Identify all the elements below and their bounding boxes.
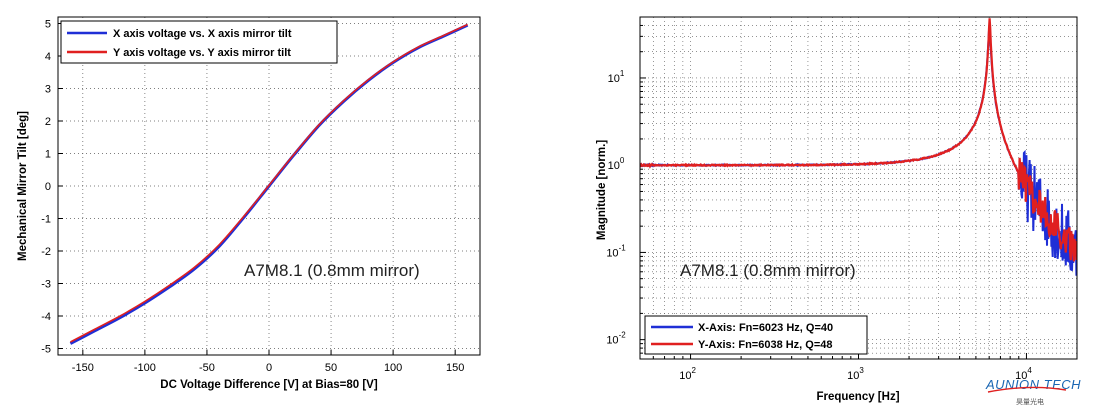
series-y-line	[640, 18, 1077, 262]
legend-entry-y: Y-Axis: Fn=6038 Hz, Q=48	[698, 339, 833, 351]
mirror-annotation: A7M8.1 (0.8mm mirror)	[244, 261, 420, 280]
grid	[639, 16, 1078, 360]
y-tick-label: -1	[41, 214, 51, 226]
data-lines	[640, 18, 1077, 276]
y-tick-label: -3	[41, 279, 51, 291]
plot-frame	[57, 16, 481, 356]
y-tick-label: -4	[41, 311, 51, 323]
legend: X axis voltage vs. X axis mirror tilt Y …	[60, 20, 338, 64]
logo-subtitle: 昊量光电	[1016, 397, 1044, 406]
y-tick-label: -5	[41, 344, 51, 356]
x-tick-base: 10	[679, 370, 691, 382]
legend-box	[60, 20, 338, 64]
y-tick-label: 10-1	[606, 243, 626, 259]
plot-area	[640, 17, 1077, 359]
aunion-tech-logo: AUNION TECH 昊量光电	[985, 377, 1081, 406]
legend-entry-y: Y axis voltage vs. Y axis mirror tilt	[113, 47, 291, 59]
legend: X-Axis: Fn=6023 Hz, Q=40 Y-Axis: Fn=6038…	[644, 315, 868, 355]
x-tick-base: 10	[847, 370, 859, 382]
x-tick-label: 0	[266, 362, 272, 374]
x-tick-exp: 2	[691, 366, 696, 375]
x-tick-label: 103	[847, 366, 864, 382]
y-tick-label: 0	[45, 181, 51, 193]
x-tick-label: 100	[384, 362, 402, 374]
y-tick-exp: 0	[620, 156, 625, 165]
y-tick-base: 10	[608, 160, 620, 172]
x-tick-labels: 102 103 104	[679, 366, 1032, 382]
x-tick-label: 104	[1015, 366, 1032, 382]
series-y-line	[70, 23, 468, 343]
x-tick-label: -100	[134, 362, 156, 374]
x-tick-exp: 3	[859, 366, 864, 375]
x-tick-label: -50	[199, 362, 215, 374]
y-tick-base: 10	[606, 335, 618, 347]
y-tick-label: 4	[45, 51, 51, 63]
tilt-vs-voltage-chart: -150 -100 -50 0 50 100 150 -5 -4 -3 -2 -1 0 1 2 3 4 5 DC…	[17, 16, 481, 391]
data-lines	[69, 23, 469, 345]
legend-box	[644, 315, 868, 355]
x-tick-label: -150	[72, 362, 94, 374]
x-tick-labels: -150 -100 -50 0 50 100 150	[72, 362, 465, 374]
y-tick-label: 10-2	[606, 331, 626, 347]
y-axis-label: Mechanical Mirror Tilt [deg]	[17, 111, 29, 261]
y-tick-exp: -1	[619, 243, 627, 252]
x-tick-base: 10	[1015, 370, 1027, 382]
y-tick-label: 2	[45, 116, 51, 128]
y-tick-exp: 1	[620, 69, 625, 78]
y-tick-label: 5	[45, 19, 51, 31]
x-tick-label: 150	[446, 362, 464, 374]
x-tick-label: 50	[325, 362, 337, 374]
x-axis-label: Frequency [Hz]	[816, 391, 899, 403]
mirror-annotation: A7M8.1 (0.8mm mirror)	[680, 261, 856, 280]
y-tick-exp: -2	[619, 331, 627, 340]
x-tick-exp: 4	[1027, 366, 1032, 375]
legend-entry-x: X axis voltage vs. X axis mirror tilt	[113, 28, 292, 40]
y-axis-label: Magnitude [norm.]	[596, 140, 608, 240]
logo-swoosh	[987, 386, 1067, 393]
x-tick-label: 102	[679, 366, 696, 382]
y-tick-base: 10	[608, 73, 620, 85]
y-tick-labels: -5 -4 -3 -2 -1 0 1 2 3 4 5	[41, 19, 51, 356]
plot-frame	[639, 16, 1078, 360]
y-tick-base: 10	[606, 247, 618, 259]
x-axis-label: DC Voltage Difference [V] at Bias=80 [V]	[160, 379, 378, 391]
legend-entry-x: X-Axis: Fn=6023 Hz, Q=40	[698, 322, 833, 334]
y-tick-label: -2	[41, 246, 51, 258]
y-tick-label: 3	[45, 84, 51, 96]
y-tick-label: 100	[608, 156, 625, 172]
y-tick-label: 1	[45, 149, 51, 161]
y-tick-label: 101	[608, 69, 625, 85]
